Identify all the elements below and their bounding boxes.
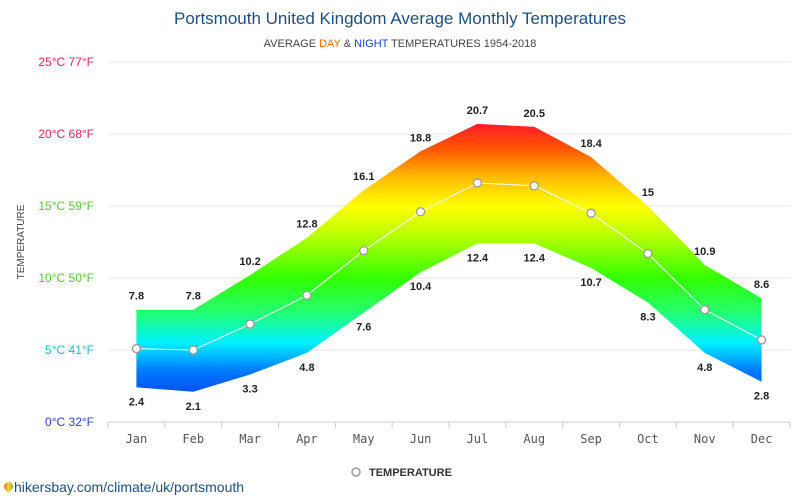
y-axis-ticks: 0°C 32°F 5°C 41°F 10°C 50°F 15°C 59°F 20°C 6… (38, 55, 94, 429)
x-tick-label: Dec (751, 432, 773, 446)
legend-marker (351, 467, 361, 477)
footer-url[interactable]: hikersbay.com/climate/uk/portsmouth (14, 479, 245, 495)
day-value-label: 7.8 (129, 291, 144, 303)
temperature-point (643, 248, 653, 259)
x-tick-label: Sep (580, 432, 602, 446)
temperature-point (700, 305, 710, 315)
subtitle-night: NIGHT (354, 38, 389, 50)
night-value-label: 2.8 (754, 391, 769, 403)
y-axis-label: TEMPERATURE (16, 204, 27, 279)
day-value-label: 20.7 (467, 105, 488, 117)
x-tick-label: Jun (410, 432, 432, 446)
data-labels: 7.8 7.8 10.2 12.8 16.1 18.8 20.7 20.5 18.4 15 10.9… (129, 105, 769, 413)
temperature-point (529, 181, 539, 191)
x-tick-label: Nov (694, 432, 716, 446)
y-tick-label: 5°C 41°F (45, 343, 94, 357)
day-value-label: 20.5 (524, 108, 545, 120)
temperature-point (756, 335, 767, 345)
subtitle-suffix: TEMPERATURES 1954-2018 (388, 38, 536, 50)
temperature-point (131, 343, 142, 354)
x-tick-label: May (353, 432, 375, 446)
x-axis-ticks: Jan Feb Mar Apr May Jun Jul Aug Sep Oct Nov Dec (107, 422, 791, 446)
day-value-label: 8.6 (754, 279, 769, 291)
temperature-point (359, 245, 369, 256)
x-tick-label: Mar (239, 432, 261, 446)
temperature-point (302, 290, 312, 300)
day-value-label: 10.9 (694, 246, 715, 258)
legend[interactable]: TEMPERATURE (351, 467, 452, 479)
legend-label: TEMPERATURE (369, 467, 452, 479)
night-value-label: 3.3 (242, 383, 257, 395)
chart-subtitle: AVERAGE DAY & NIGHT TEMPERATURES 1954-20… (264, 38, 537, 50)
temperature-point (415, 207, 426, 217)
day-value-label: 15 (642, 187, 654, 199)
day-night-band (136, 123, 762, 392)
day-value-label: 18.8 (410, 132, 431, 144)
temperature-point (188, 345, 198, 355)
day-value-label: 10.2 (239, 256, 260, 268)
temperature-line (136, 182, 762, 351)
night-value-label: 7.6 (356, 322, 371, 334)
day-value-label: 18.4 (580, 138, 602, 150)
y-tick-label: 10°C 50°F (38, 271, 94, 285)
night-value-label: 4.8 (299, 362, 314, 374)
day-value-label: 7.8 (186, 291, 201, 303)
day-value-label: 12.8 (296, 219, 317, 231)
night-value-label: 12.4 (467, 252, 489, 264)
temperature-point (245, 319, 255, 329)
night-value-label: 10.7 (580, 277, 601, 289)
x-tick-label: Aug (523, 432, 545, 446)
temperature-point (586, 208, 596, 218)
night-value-label: 12.4 (524, 252, 546, 264)
night-value-label: 4.8 (697, 362, 712, 374)
subtitle-prefix: AVERAGE (264, 38, 319, 50)
x-tick-label: Oct (637, 432, 659, 446)
temperature-points (131, 178, 767, 355)
night-value-label: 8.3 (640, 311, 655, 323)
subtitle-amp: & (341, 38, 354, 50)
night-value-label: 2.4 (129, 396, 145, 408)
day-value-label: 16.1 (353, 171, 374, 183)
x-tick-label: Jul (467, 432, 489, 446)
night-value-label: 10.4 (410, 281, 432, 293)
x-tick-label: Apr (296, 432, 318, 446)
x-tick-label: Feb (182, 432, 204, 446)
y-tick-label: 15°C 59°F (38, 199, 94, 213)
chart-title: Portsmouth United Kingdom Average Monthl… (174, 9, 626, 28)
temperature-point (472, 178, 483, 188)
subtitle-day: DAY (319, 38, 341, 50)
y-tick-label: 20°C 68°F (38, 127, 94, 141)
x-tick-label: Jan (126, 432, 148, 446)
y-tick-label: 25°C 77°F (38, 55, 94, 69)
night-value-label: 2.1 (186, 401, 201, 413)
y-tick-label: 0°C 32°F (45, 415, 94, 429)
